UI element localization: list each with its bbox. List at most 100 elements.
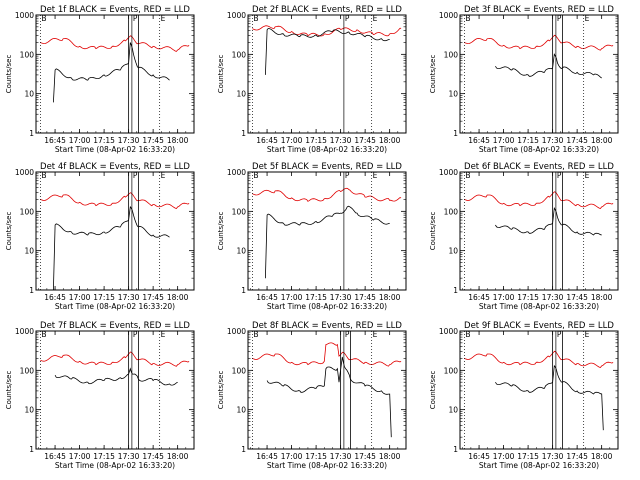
y-axis-label: Counts/sec [217,55,225,94]
y-axis-label: Counts/sec [5,55,13,94]
events-series-line [495,364,604,431]
events-series-line [53,205,170,291]
x-axis-label: Start Time (08-Apr-02 16:33:20) [479,461,599,470]
x-tick-label: 17:45 [566,293,588,302]
x-tick-label: 17:00 [69,293,91,302]
x-tick-label: 17:15 [93,293,115,302]
x-tick-label: 17:15 [305,293,327,302]
marker-label: P [133,14,138,23]
x-tick-label: 16:45 [256,293,278,302]
panel-title: Det 7f BLACK = Events, RED = LLD [40,321,190,331]
y-axis-label: Counts/sec [429,55,437,94]
x-tick-label: 17:30 [330,452,352,461]
y-tick-label: 100 [444,366,459,375]
x-tick-label: 16:45 [256,136,278,145]
x-tick-label: 17:30 [330,293,352,302]
x-axis-label: Start Time (08-Apr-02 16:33:20) [55,145,175,154]
lld-series-line [464,350,614,368]
panel-title: Det 6f BLACK = Events, RED = LLD [464,162,614,172]
x-tick-label: 17:45 [142,136,164,145]
panel-title: Det 9f BLACK = Events, RED = LLD [464,321,614,331]
plot-frame [459,171,619,291]
marker-label: E [373,330,378,339]
panel: Det 3f BLACK = Events, RED = LLD 1 10 100 10… [429,5,619,154]
x-tick-label: 17:30 [542,452,564,461]
y-tick-label: 100 [20,207,35,216]
marker-label: P [345,330,350,339]
x-tick-label: 17:15 [305,136,327,145]
panel: Det 5f BLACK = Events, RED = LLD 1 10 100 10… [217,162,407,311]
x-tick-label: 17:45 [566,136,588,145]
y-tick-label: 100 [444,50,459,59]
y-tick-label: 100 [232,207,247,216]
marker-label: B [253,171,258,180]
x-tick-label: 18:00 [591,136,613,145]
marker-label: P [557,330,562,339]
x-tick-label: 16:45 [44,293,66,302]
y-tick-label: 10 [236,406,246,415]
panel-title: Det 3f BLACK = Events, RED = LLD [464,5,614,15]
y-tick-label: 1 [241,445,246,454]
marker-label: P [557,171,562,180]
x-tick-label: 16:45 [44,452,66,461]
y-tick-label: 1000 [227,11,246,20]
y-axis-label: Counts/sec [429,212,437,251]
y-axis-label: Counts/sec [5,371,13,410]
x-tick-label: 18:00 [167,136,189,145]
marker-label: E [585,171,590,180]
x-tick-label: 17:00 [493,452,515,461]
x-tick-label: 17:00 [281,452,303,461]
x-tick-label: 16:45 [468,452,490,461]
marker-label: B [41,330,46,339]
x-tick-label: 17:30 [118,136,140,145]
panel-title: Det 5f BLACK = Events, RED = LLD [252,162,402,172]
y-tick-label: 100 [232,50,247,59]
panel: Det 9f BLACK = Events, RED = LLD 1 10 100 10… [429,321,619,470]
panel: Det 7f BLACK = Events, RED = LLD 1 10 100 10… [5,321,195,470]
marker-label: E [585,14,590,23]
y-tick-label: 1000 [227,327,246,336]
lld-series-line [464,34,614,51]
plot-frame [35,171,195,291]
events-series-line [53,42,170,103]
y-tick-label: 1 [29,445,34,454]
x-tick-label: 18:00 [167,293,189,302]
panel-title: Det 2f BLACK = Events, RED = LLD [252,5,402,15]
y-tick-label: 10 [24,90,34,99]
y-axis-label: Counts/sec [217,212,225,251]
x-tick-label: 18:00 [379,136,401,145]
lld-series-line [252,187,402,202]
marker-label: P [345,14,350,23]
x-tick-label: 17:00 [493,136,515,145]
x-axis-label: Start Time (08-Apr-02 16:33:20) [267,145,387,154]
x-tick-label: 17:15 [517,293,539,302]
x-tick-label: 17:30 [542,136,564,145]
lld-series-line [252,342,402,367]
plot-frame [247,330,407,450]
y-tick-label: 1 [29,286,34,295]
marker-label: B [465,330,470,339]
x-axis-label: Start Time (08-Apr-02 16:33:20) [55,461,175,470]
plot-frame [459,330,619,450]
y-tick-label: 1 [453,445,458,454]
y-tick-label: 100 [20,50,35,59]
panel: Det 8f BLACK = Events, RED = LLD 1 10 100 10… [217,321,407,470]
marker-label: B [253,14,258,23]
y-tick-label: 1000 [439,11,458,20]
y-tick-label: 10 [448,406,458,415]
x-tick-label: 16:45 [468,293,490,302]
marker-label: P [557,14,562,23]
x-tick-label: 18:00 [591,452,613,461]
lld-series-line [464,191,614,209]
x-tick-label: 16:45 [256,452,278,461]
marker-label: E [373,171,378,180]
x-axis-label: Start Time (08-Apr-02 16:33:20) [55,302,175,311]
events-series-line [265,205,390,279]
y-tick-label: 1000 [15,327,34,336]
marker-label: P [133,330,138,339]
x-tick-label: 16:45 [468,136,490,145]
lld-series-line [40,351,190,367]
y-tick-label: 1 [29,129,34,138]
x-tick-label: 17:45 [354,452,376,461]
